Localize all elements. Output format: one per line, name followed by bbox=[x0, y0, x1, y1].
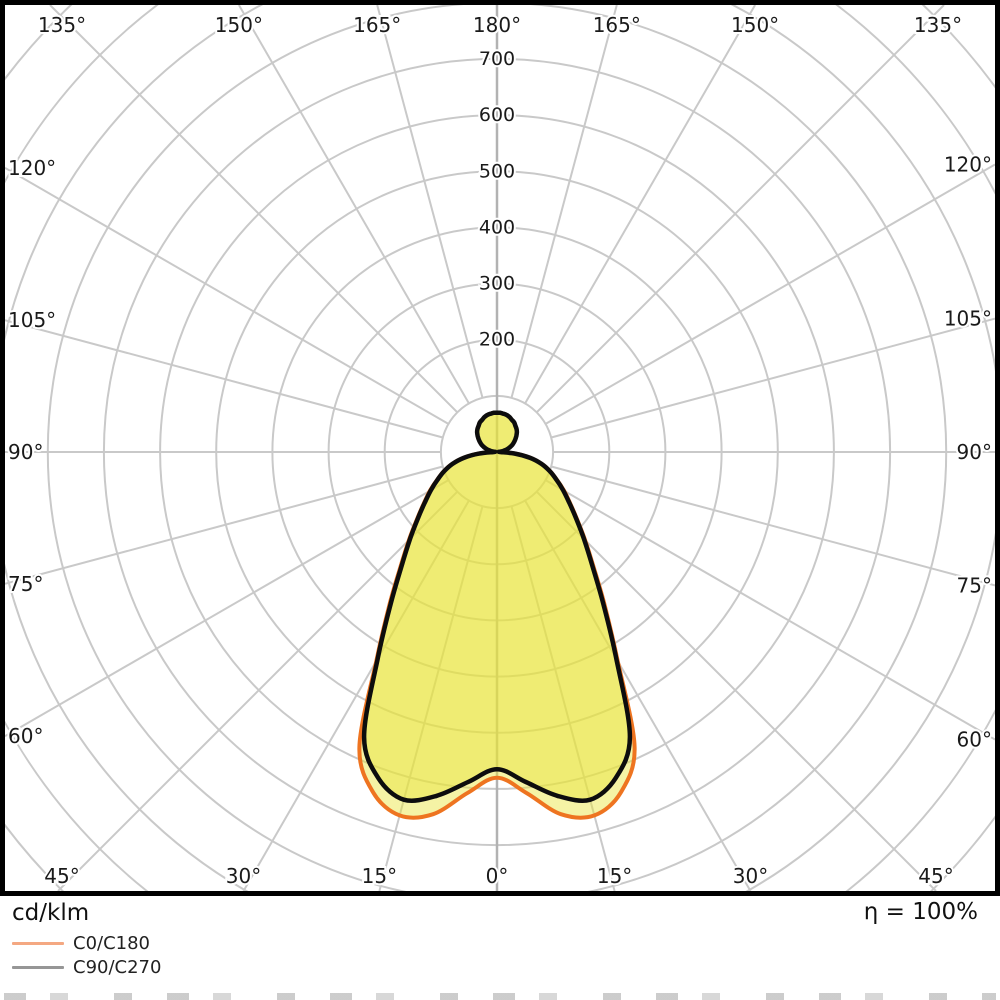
angle-tick-label: 45° bbox=[918, 864, 953, 888]
grid-radial-line bbox=[545, 163, 995, 425]
polar-chart-svg: 200 300 400 500 600 700 0° 15° 15° 30° 30° 45° 45° 60… bbox=[0, 0, 1000, 896]
grid-radial-line bbox=[545, 479, 995, 741]
grid-radial-line bbox=[535, 490, 937, 891]
legend-label-c0-c180: C0/C180 bbox=[73, 932, 151, 954]
grid-radial-line bbox=[550, 317, 995, 439]
angle-tick-label: 60° bbox=[8, 724, 43, 748]
angle-tick-label: 165° bbox=[353, 13, 401, 37]
angle-tick-label: 90° bbox=[8, 440, 43, 464]
legend: C0/C180 C90/C270 bbox=[12, 931, 161, 979]
angle-tick-label: 105° bbox=[944, 307, 992, 331]
angle-tick-label: 60° bbox=[957, 728, 992, 752]
angle-tick-label: 0° bbox=[486, 864, 509, 888]
angle-tick-label: 135° bbox=[38, 13, 86, 37]
curve-c90-c270 bbox=[361, 410, 633, 803]
grid-radial-line bbox=[550, 465, 995, 587]
angle-tick-label: 180° bbox=[473, 13, 521, 37]
grid-radial-line bbox=[378, 505, 484, 891]
angle-tick-label: 90° bbox=[957, 440, 992, 464]
grid-radial-line bbox=[5, 465, 444, 585]
grid-radial-line bbox=[49, 5, 459, 414]
grid-radial-line bbox=[524, 5, 756, 404]
grid-radial-line bbox=[5, 319, 444, 439]
legend-line-c90-c270-icon bbox=[12, 965, 64, 969]
angle-tick-label: 30° bbox=[226, 864, 261, 888]
angle-tick-label: 15° bbox=[597, 864, 632, 888]
angle-tick-label: 75° bbox=[8, 572, 43, 596]
grid-radial-line bbox=[242, 500, 470, 891]
grid-radial-line bbox=[5, 167, 449, 425]
chart-border bbox=[0, 0, 1000, 896]
angle-tick-label: 150° bbox=[731, 13, 779, 37]
polar-grid bbox=[5, 5, 995, 891]
grid-radial-line bbox=[238, 5, 470, 404]
grid-radial-line bbox=[5, 479, 449, 737]
grid-radial-line bbox=[535, 5, 945, 414]
grid-radial-line bbox=[524, 500, 752, 891]
grid-radial-line bbox=[510, 5, 618, 399]
legend-line-c0-c180-icon bbox=[12, 941, 64, 945]
radial-tick-label: 400 bbox=[479, 216, 515, 238]
angle-tick-label: 105° bbox=[8, 308, 56, 332]
radial-tick-label: 700 bbox=[479, 48, 515, 70]
legend-item-c90-c270: C90/C270 bbox=[12, 955, 161, 979]
units-label: cd/klm bbox=[12, 900, 90, 926]
legend-item-c0-c180: C0/C180 bbox=[12, 931, 161, 955]
radial-tick-label: 600 bbox=[479, 104, 515, 126]
angle-tick-label: 135° bbox=[914, 13, 962, 37]
grid-radial-line bbox=[57, 490, 459, 891]
angle-tick-label: 30° bbox=[733, 864, 768, 888]
radial-tick-label: 500 bbox=[479, 160, 515, 182]
angle-tick-label: 15° bbox=[362, 864, 397, 888]
clipped-text-row bbox=[4, 993, 996, 1000]
radial-tick-label: 300 bbox=[479, 273, 515, 295]
angle-tick-label: 165° bbox=[593, 13, 641, 37]
angle-tick-label: 75° bbox=[957, 573, 992, 597]
legend-label-c90-c270: C90/C270 bbox=[73, 956, 162, 978]
radial-tick-label: 200 bbox=[479, 329, 515, 351]
efficiency-label: η = 100% bbox=[863, 899, 978, 925]
grid-radial-line bbox=[510, 505, 616, 891]
angle-tick-label: 150° bbox=[215, 13, 263, 37]
polar-chart: 200 300 400 500 600 700 0° 15° 15° 30° 30° 45° 45° 60… bbox=[0, 0, 1000, 896]
angle-tick-label: 45° bbox=[44, 864, 79, 888]
angle-tick-label: 120° bbox=[8, 156, 56, 180]
angle-tick-label: 120° bbox=[944, 153, 992, 177]
grid-radial-line bbox=[376, 5, 484, 399]
